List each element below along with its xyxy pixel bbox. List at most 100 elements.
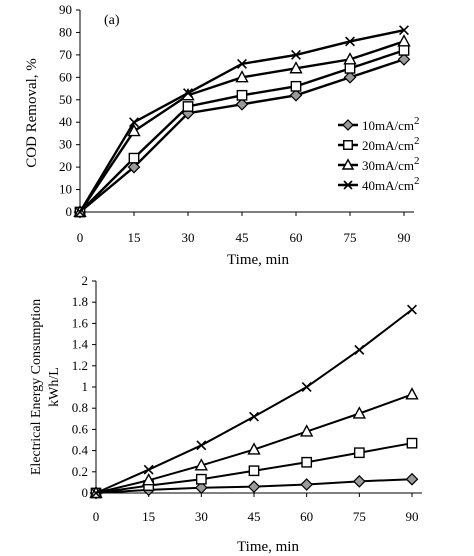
data-point — [343, 70, 357, 84]
y-tick-label: 30 — [59, 137, 72, 152]
x-tick-label: 75 — [344, 230, 357, 245]
data-point — [91, 488, 101, 498]
data-point — [397, 53, 411, 66]
data-point — [301, 382, 312, 392]
y-tick-label: 90 — [59, 2, 72, 17]
x-tick-label: 15 — [142, 509, 155, 524]
x-tick-label: 30 — [195, 509, 208, 524]
data-point — [247, 480, 261, 493]
legend-item: 30mA/cm2 — [338, 155, 420, 173]
panel-label: (a) — [104, 13, 120, 28]
data-point — [405, 387, 419, 400]
x-axis-title: Time, min — [227, 252, 289, 268]
data-point — [289, 61, 303, 74]
data-point — [194, 458, 209, 471]
x-tick-label: 30 — [182, 230, 195, 245]
data-point — [194, 481, 208, 495]
data-point — [290, 80, 302, 92]
y-tick-label: 1.6 — [72, 315, 89, 330]
y-tick-label: 0.4 — [72, 443, 89, 458]
data-point — [299, 424, 314, 437]
data-point — [301, 456, 313, 468]
y-axis-title-line1: Electrical Energy Consumption — [29, 299, 44, 475]
series-4 — [91, 304, 417, 498]
y-tick-label: 0 — [66, 204, 73, 219]
legend-label: 10mA/cm2 — [362, 115, 420, 133]
y-tick-label: 1.2 — [72, 358, 88, 373]
data-point — [128, 152, 140, 164]
y-tick-label: 0 — [82, 485, 89, 500]
x-tick-label: 60 — [290, 230, 303, 245]
data-point — [352, 474, 366, 488]
legend-label: 40mA/cm2 — [362, 175, 420, 193]
data-point — [248, 465, 260, 477]
y-tick-label: 0.6 — [72, 421, 89, 436]
data-point — [345, 36, 355, 47]
x-tick-label: 45 — [248, 509, 261, 524]
data-point — [127, 160, 141, 174]
data-point — [406, 437, 418, 449]
series-4 — [75, 25, 409, 217]
data-point — [249, 411, 259, 422]
legend-marker — [341, 158, 355, 170]
data-point — [127, 123, 141, 137]
data-point — [237, 58, 247, 69]
data-point — [247, 442, 261, 455]
y-tick-label: 1 — [82, 379, 89, 394]
y-tick-label: 1.4 — [72, 337, 89, 352]
data-point — [129, 117, 139, 128]
y-tick-label: 0.8 — [72, 400, 88, 415]
data-point — [75, 207, 85, 217]
data-point — [143, 464, 154, 475]
x-tick-label: 0 — [93, 509, 100, 524]
energy-consumption-chart: Electrical Energy Consumption kWh/L Time… — [29, 273, 422, 555]
legend-item: 10mA/cm2 — [338, 115, 420, 133]
x-tick-label: 90 — [398, 230, 411, 245]
legend-item: 40mA/cm2 — [338, 175, 420, 193]
y-tick-label: 1.8 — [72, 294, 88, 309]
legend-marker — [343, 140, 353, 150]
x-axis-title: Time, min — [237, 539, 299, 555]
y-axis-title-line2: kWh/L — [47, 367, 62, 407]
y-tick-label: 70 — [59, 47, 72, 62]
series-2 — [90, 437, 418, 499]
data-point — [141, 473, 156, 486]
data-point — [399, 25, 409, 36]
x-tick-label: 75 — [353, 509, 366, 524]
data-point — [182, 101, 194, 112]
y-tick-label: 0.2 — [72, 464, 88, 479]
x-tick-label: 60 — [300, 509, 313, 524]
y-tick-label: 2 — [82, 273, 89, 288]
data-point — [236, 89, 248, 101]
data-point — [407, 304, 417, 315]
x-tick-label: 0 — [77, 230, 84, 245]
data-point — [343, 52, 357, 65]
data-point — [353, 447, 365, 459]
data-point — [289, 88, 303, 102]
y-tick-label: 40 — [59, 114, 72, 129]
x-tick-label: 45 — [236, 230, 249, 245]
legend-label: 30mA/cm2 — [362, 155, 420, 173]
y-tick-label: 10 — [59, 182, 72, 197]
x-tick-label: 15 — [128, 230, 141, 245]
legend-label: 20mA/cm2 — [362, 135, 420, 153]
data-point — [398, 45, 410, 56]
data-point — [354, 344, 365, 355]
legend-item: 20mA/cm2 — [338, 135, 420, 153]
y-tick-label: 80 — [59, 24, 72, 39]
legend: 10mA/cm2 20mA/cm2 30mA/cm2 40mA/cm2 — [338, 115, 420, 193]
y-axis-title: COD Removal, % — [24, 58, 40, 168]
data-point — [195, 473, 207, 485]
y-tick-label: 50 — [59, 92, 72, 107]
data-point — [397, 34, 411, 47]
cod-removal-chart: (a) COD Removal, % Time, min 0 10 20 30 40 50… — [24, 2, 420, 268]
series-3 — [73, 34, 411, 218]
data-point — [235, 97, 249, 111]
y-tick-label: 60 — [59, 69, 72, 84]
data-point — [196, 440, 207, 451]
data-point — [352, 406, 367, 419]
y-tick-label: 20 — [59, 159, 72, 174]
legend-marker — [343, 180, 353, 190]
data-point — [344, 62, 356, 74]
